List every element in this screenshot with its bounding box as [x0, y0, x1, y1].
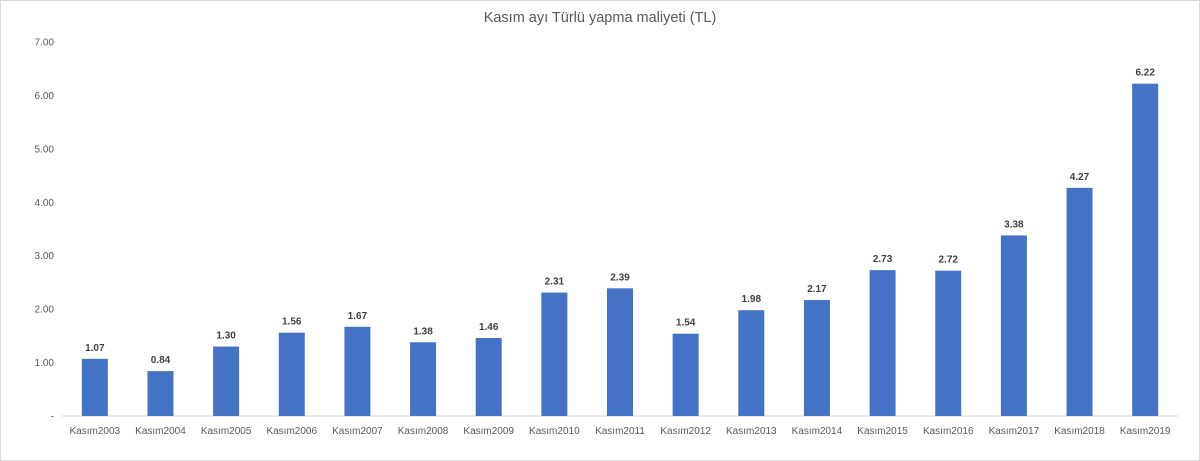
data-label: 2.39	[610, 272, 630, 283]
y-tick-label: 1.00	[35, 358, 55, 369]
x-tick-label: Kasım2016	[923, 426, 974, 437]
x-tick-label: Kasım2012	[660, 426, 711, 437]
bar	[475, 337, 502, 416]
chart-title: Kasım ayı Türlü yapma maliyeti (TL)	[483, 10, 717, 26]
y-tick-label: 7.00	[35, 38, 55, 49]
data-label: 2.72	[939, 255, 959, 266]
bar	[607, 288, 633, 416]
data-label: 1.54	[676, 318, 696, 329]
y-axis-ticks: - 1.00 2.00 3.00 4.00 5.00 6.00 7.00	[35, 38, 55, 423]
bar	[213, 346, 240, 416]
data-label: 1.46	[479, 322, 499, 333]
x-tick-label: Kasım2014	[792, 426, 843, 437]
data-label: 1.67	[348, 311, 368, 322]
x-tick-label: Kasım2008	[398, 426, 449, 437]
bar	[738, 310, 765, 416]
x-tick-label: Kasım2015	[857, 426, 908, 437]
y-tick-label: -	[51, 412, 54, 423]
bar	[869, 270, 896, 416]
data-labels: 1.07 0.84 1.30 1.56 1.67 1.38 1.46 2.31 2.39 1.54…	[85, 68, 1155, 366]
bar	[81, 358, 108, 416]
y-tick-label: 6.00	[35, 91, 55, 102]
x-tick-label: Kasım2019	[1120, 426, 1171, 437]
bar	[1066, 187, 1093, 416]
bar	[344, 326, 371, 416]
data-label: 1.07	[85, 343, 105, 354]
x-tick-label: Kasım2010	[529, 426, 580, 437]
data-label: 6.22	[1135, 68, 1155, 79]
x-tick-label: Kasım2011	[595, 426, 645, 437]
bar	[1132, 83, 1159, 416]
data-label: 4.27	[1070, 172, 1090, 183]
data-label: 1.56	[282, 317, 302, 328]
data-label: 2.73	[873, 254, 893, 265]
x-tick-label: Kasım2018	[1054, 426, 1105, 437]
data-label: 1.98	[742, 294, 762, 305]
data-label: 1.30	[216, 331, 236, 342]
bar	[1000, 235, 1027, 416]
bar	[410, 342, 437, 416]
data-label: 2.31	[545, 277, 565, 288]
x-tick-label: Kasım2007	[332, 426, 383, 437]
data-label: 1.38	[413, 326, 433, 337]
x-tick-label: Kasım2013	[726, 426, 777, 437]
category-labels: Kasım2003 Kasım2004 Kasım2005 Kasım2006 Kası…	[70, 426, 1171, 437]
y-tick-label: 5.00	[35, 144, 55, 155]
data-label: 3.38	[1004, 219, 1024, 230]
x-tick-label: Kasım2017	[989, 426, 1040, 437]
x-tick-label: Kasım2004	[135, 426, 186, 437]
bar	[541, 292, 568, 416]
x-tick-label: Kasım2005	[201, 426, 252, 437]
bars	[81, 83, 1159, 416]
bar	[803, 300, 830, 416]
bar	[935, 270, 962, 416]
x-tick-label: Kasım2006	[266, 426, 317, 437]
bar	[147, 371, 174, 416]
x-tick-label: Kasım2009	[463, 426, 514, 437]
y-tick-label: 3.00	[35, 251, 55, 262]
y-tick-label: 2.00	[35, 305, 55, 316]
data-label: 2.17	[807, 284, 827, 295]
y-tick-label: 4.00	[35, 198, 55, 209]
bar	[278, 332, 305, 416]
bar	[672, 333, 699, 416]
data-label: 0.84	[151, 355, 171, 366]
x-tick-label: Kasım2003	[70, 426, 121, 437]
